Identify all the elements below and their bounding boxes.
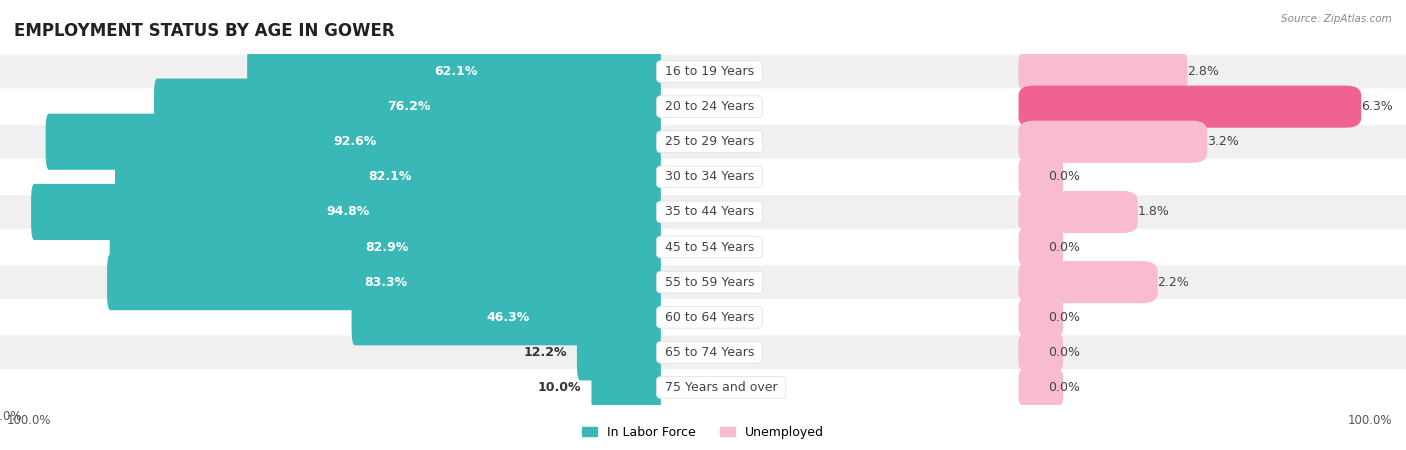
FancyBboxPatch shape bbox=[0, 336, 661, 369]
FancyBboxPatch shape bbox=[31, 184, 664, 240]
Text: 82.1%: 82.1% bbox=[368, 171, 411, 183]
Text: 0.0%: 0.0% bbox=[1049, 346, 1080, 359]
FancyBboxPatch shape bbox=[107, 254, 664, 310]
Text: 62.1%: 62.1% bbox=[434, 65, 477, 78]
Text: 0.0%: 0.0% bbox=[1049, 171, 1080, 183]
Text: 20 to 24 Years: 20 to 24 Years bbox=[661, 100, 758, 113]
FancyBboxPatch shape bbox=[661, 125, 1406, 158]
Text: 12.2%: 12.2% bbox=[523, 346, 567, 359]
FancyBboxPatch shape bbox=[0, 55, 661, 88]
Text: 0.0%: 0.0% bbox=[1049, 241, 1080, 253]
FancyBboxPatch shape bbox=[110, 219, 664, 275]
Text: 83.3%: 83.3% bbox=[364, 276, 408, 288]
Text: EMPLOYMENT STATUS BY AGE IN GOWER: EMPLOYMENT STATUS BY AGE IN GOWER bbox=[14, 22, 395, 40]
FancyBboxPatch shape bbox=[661, 336, 1406, 369]
FancyBboxPatch shape bbox=[0, 160, 661, 194]
Text: 65 to 74 Years: 65 to 74 Years bbox=[661, 346, 758, 359]
Text: 100.0%: 100.0% bbox=[7, 414, 52, 428]
Text: 3.2%: 3.2% bbox=[1208, 135, 1239, 148]
Text: 60 to 64 Years: 60 to 64 Years bbox=[661, 311, 758, 324]
FancyBboxPatch shape bbox=[1018, 191, 1137, 233]
Text: 92.6%: 92.6% bbox=[333, 135, 377, 148]
Text: 10.0%: 10.0% bbox=[538, 381, 582, 394]
FancyBboxPatch shape bbox=[592, 360, 664, 415]
FancyBboxPatch shape bbox=[1018, 86, 1361, 128]
FancyBboxPatch shape bbox=[0, 301, 661, 334]
FancyBboxPatch shape bbox=[1018, 50, 1188, 93]
FancyBboxPatch shape bbox=[576, 324, 664, 380]
FancyBboxPatch shape bbox=[661, 230, 1406, 264]
Legend: In Labor Force, Unemployed: In Labor Force, Unemployed bbox=[576, 421, 830, 444]
Text: 55 to 59 Years: 55 to 59 Years bbox=[661, 276, 758, 288]
Text: 76.2%: 76.2% bbox=[388, 100, 430, 113]
FancyBboxPatch shape bbox=[0, 90, 661, 123]
Text: 0.0%: 0.0% bbox=[1049, 381, 1080, 394]
Text: 6.3%: 6.3% bbox=[1361, 100, 1393, 113]
Text: 25 to 29 Years: 25 to 29 Years bbox=[661, 135, 758, 148]
Text: 1.8%: 1.8% bbox=[1137, 206, 1170, 218]
FancyBboxPatch shape bbox=[0, 266, 661, 299]
FancyBboxPatch shape bbox=[1018, 366, 1063, 409]
FancyBboxPatch shape bbox=[661, 266, 1406, 299]
Text: 35 to 44 Years: 35 to 44 Years bbox=[661, 206, 758, 218]
FancyBboxPatch shape bbox=[115, 149, 664, 205]
FancyBboxPatch shape bbox=[1018, 296, 1063, 338]
Text: 100.0%: 100.0% bbox=[1347, 414, 1392, 428]
FancyBboxPatch shape bbox=[0, 125, 661, 158]
FancyBboxPatch shape bbox=[0, 371, 661, 404]
FancyBboxPatch shape bbox=[661, 55, 1406, 88]
Text: 46.3%: 46.3% bbox=[486, 311, 530, 324]
Text: Source: ZipAtlas.com: Source: ZipAtlas.com bbox=[1281, 14, 1392, 23]
FancyBboxPatch shape bbox=[1018, 156, 1063, 198]
FancyBboxPatch shape bbox=[661, 371, 1406, 404]
FancyBboxPatch shape bbox=[0, 195, 661, 229]
FancyBboxPatch shape bbox=[1018, 226, 1063, 268]
FancyBboxPatch shape bbox=[0, 230, 661, 264]
FancyBboxPatch shape bbox=[155, 79, 664, 135]
FancyBboxPatch shape bbox=[1018, 331, 1063, 374]
Text: 16 to 19 Years: 16 to 19 Years bbox=[661, 65, 758, 78]
Text: 2.8%: 2.8% bbox=[1188, 65, 1219, 78]
FancyBboxPatch shape bbox=[661, 195, 1406, 229]
Text: 0.0%: 0.0% bbox=[1049, 311, 1080, 324]
FancyBboxPatch shape bbox=[661, 160, 1406, 194]
Text: 2.2%: 2.2% bbox=[1157, 276, 1189, 288]
Text: 75 Years and over: 75 Years and over bbox=[661, 381, 782, 394]
Text: 45 to 54 Years: 45 to 54 Years bbox=[661, 241, 758, 253]
FancyBboxPatch shape bbox=[1018, 261, 1157, 303]
Text: 94.8%: 94.8% bbox=[326, 206, 370, 218]
FancyBboxPatch shape bbox=[352, 289, 664, 345]
Text: 30 to 34 Years: 30 to 34 Years bbox=[661, 171, 758, 183]
Text: 82.9%: 82.9% bbox=[366, 241, 409, 253]
FancyBboxPatch shape bbox=[1018, 121, 1208, 163]
FancyBboxPatch shape bbox=[45, 114, 664, 170]
FancyBboxPatch shape bbox=[661, 301, 1406, 334]
FancyBboxPatch shape bbox=[247, 44, 664, 99]
FancyBboxPatch shape bbox=[661, 90, 1406, 123]
